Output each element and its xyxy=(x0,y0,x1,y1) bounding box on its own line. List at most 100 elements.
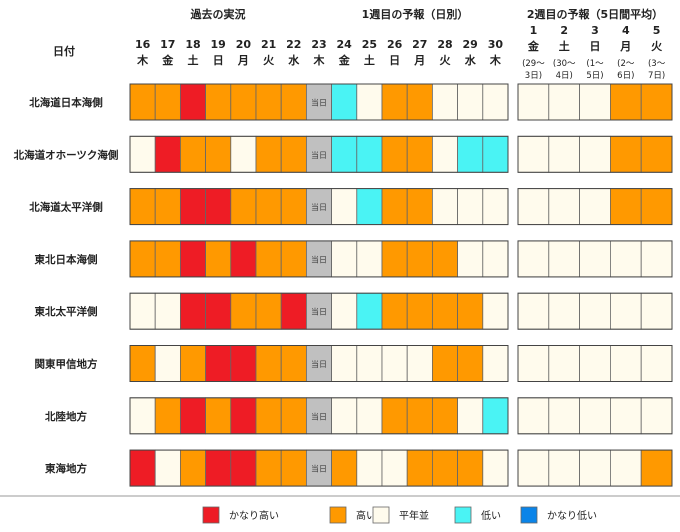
heatmap-cell xyxy=(129,188,156,226)
heatmap-cell xyxy=(280,397,307,435)
period-weekday-label: 月 xyxy=(619,40,631,53)
period-range-start-label: (3〜 xyxy=(648,59,666,69)
heatmap-cell xyxy=(356,345,383,382)
heatmap-cell xyxy=(280,83,307,121)
week2-cell xyxy=(640,292,673,330)
region-name-label: 東海地方 xyxy=(45,462,87,475)
heatmap-cell xyxy=(230,397,257,435)
heatmap-cell xyxy=(381,345,408,382)
heatmap-cell xyxy=(381,83,408,121)
day-number-label: 27 xyxy=(412,38,427,51)
heatmap-cell xyxy=(154,83,181,121)
heatmap-cell xyxy=(381,135,408,173)
legend-label: 高い xyxy=(356,509,376,522)
week2-cell xyxy=(517,83,550,121)
day-number-label: 25 xyxy=(362,38,377,51)
heatmap-cell xyxy=(381,188,408,226)
today-cell-label: 当日 xyxy=(311,254,327,264)
region-name-label: 北海道日本海側 xyxy=(29,96,103,109)
week2-cell xyxy=(517,135,550,173)
period-range-start-label: (1〜 xyxy=(586,59,604,69)
heatmap-cell xyxy=(129,397,156,435)
heatmap-cell xyxy=(356,83,383,121)
week2-cell xyxy=(548,188,580,226)
week2-row-frame xyxy=(517,135,673,173)
heatmap-cell xyxy=(381,397,408,435)
week2-cell xyxy=(610,240,642,278)
heatmap-cell xyxy=(230,345,257,382)
period-range-start-label: (30〜 xyxy=(553,59,576,69)
heatmap-cell xyxy=(154,188,181,226)
region-name-label: 東北日本海側 xyxy=(35,253,98,266)
heatmap-cell xyxy=(129,135,156,173)
heatmap-cell xyxy=(255,240,282,278)
heatmap-cell xyxy=(431,188,458,226)
legend-swatch xyxy=(372,506,390,524)
heatmap-cell xyxy=(431,240,458,278)
week2-row-frame xyxy=(517,188,673,226)
day-number-label: 24 xyxy=(337,38,353,51)
heatmap-cell xyxy=(129,449,156,487)
heatmap-cell xyxy=(431,292,458,330)
period-range-end-label: 4日) xyxy=(556,71,573,81)
row-frame xyxy=(129,135,509,173)
heatmap-cell xyxy=(431,345,458,382)
heatmap-cell xyxy=(154,135,181,173)
day-number-label: 17 xyxy=(160,38,175,51)
week2-cell xyxy=(517,240,550,278)
week2-row-frame xyxy=(517,240,673,278)
week2-cell xyxy=(579,345,611,382)
week2-cell xyxy=(579,135,611,173)
week2-cell xyxy=(517,188,550,226)
heatmap-cell xyxy=(179,188,206,226)
period-range-start-label: (2〜 xyxy=(617,59,635,69)
heatmap-cell xyxy=(331,188,358,226)
weekday-label: 金 xyxy=(161,53,174,67)
today-cell-label: 当日 xyxy=(311,307,327,317)
week2-cell xyxy=(517,292,550,330)
heatmap-cell xyxy=(356,397,383,435)
heatmap-cell xyxy=(356,135,383,173)
legend-label: 平年並 xyxy=(399,509,429,522)
week2-cell xyxy=(640,135,673,173)
heatmap-cell xyxy=(482,240,509,278)
period-weekday-label: 土 xyxy=(559,39,570,53)
today-cell-label: 当日 xyxy=(311,202,327,212)
legend-swatch xyxy=(454,506,472,524)
day-number-label: 18 xyxy=(185,38,200,51)
region-name-label: 北海道太平洋側 xyxy=(29,201,103,214)
week2-cell xyxy=(640,345,673,382)
heatmap-cell xyxy=(205,135,232,173)
weekday-label: 水 xyxy=(465,53,477,67)
period-number-label: 2 xyxy=(560,24,568,37)
heatmap-cell xyxy=(431,449,458,487)
heatmap-cell xyxy=(457,449,484,487)
legend-swatch xyxy=(329,506,347,524)
weekday-label: 日 xyxy=(389,54,400,67)
day-number-label: 19 xyxy=(211,38,226,51)
legend-swatch xyxy=(202,506,220,524)
week2-cell xyxy=(640,83,673,121)
week2-cell xyxy=(548,292,580,330)
today-cell-label: 当日 xyxy=(311,150,327,160)
day-number-label: 26 xyxy=(387,38,403,51)
period-range-end-label: 3日) xyxy=(525,71,542,81)
heatmap-cell xyxy=(129,83,156,121)
weekday-label: 土 xyxy=(188,53,199,67)
weekday-label: 土 xyxy=(364,53,375,67)
weekday-label: 木 xyxy=(489,53,502,67)
legend-label: 低い xyxy=(481,509,501,522)
period-weekday-label: 金 xyxy=(527,39,540,53)
period-range-start-label: (29〜 xyxy=(522,59,545,69)
day-number-label: 23 xyxy=(311,38,326,51)
week2-cell xyxy=(610,188,642,226)
week2-cell xyxy=(640,240,673,278)
week2-cell xyxy=(579,188,611,226)
heatmap-cell xyxy=(482,188,509,226)
heatmap-cell xyxy=(230,135,257,173)
weekday-label: 日 xyxy=(213,54,224,67)
heatmap-cell xyxy=(482,449,509,487)
heatmap-cell xyxy=(356,449,383,487)
region-name-label: 関東甲信地方 xyxy=(35,358,98,371)
today-cell-label: 当日 xyxy=(311,98,327,108)
